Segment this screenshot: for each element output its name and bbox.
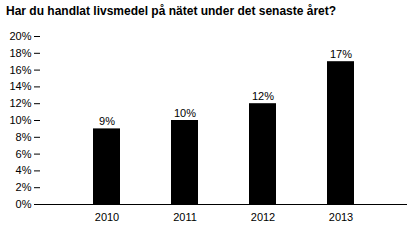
svg-text:2013: 2013: [329, 212, 353, 224]
svg-text:18%: 18%: [9, 47, 31, 59]
svg-text:10%: 10%: [9, 114, 31, 126]
svg-text:12%: 12%: [9, 98, 31, 110]
svg-text:8%: 8%: [16, 131, 32, 143]
svg-text:16%: 16%: [9, 64, 31, 76]
svg-text:4%: 4%: [16, 165, 32, 177]
svg-text:10%: 10%: [174, 107, 196, 119]
svg-text:9%: 9%: [99, 115, 115, 127]
svg-text:2%: 2%: [16, 182, 32, 194]
svg-text:20%: 20%: [9, 30, 31, 42]
svg-text:17%: 17%: [330, 48, 352, 60]
svg-text:2010: 2010: [95, 212, 119, 224]
svg-text:14%: 14%: [9, 81, 31, 93]
svg-text:6%: 6%: [16, 148, 32, 160]
svg-text:2011: 2011: [173, 212, 197, 224]
html-text:Har du handlat livsmedel på nä: Har du handlat livsmedel på nätet under …: [6, 4, 337, 18]
svg-text:0%: 0%: [16, 198, 32, 210]
svg-text:12%: 12%: [252, 90, 274, 102]
svg-text:2012: 2012: [251, 212, 275, 224]
